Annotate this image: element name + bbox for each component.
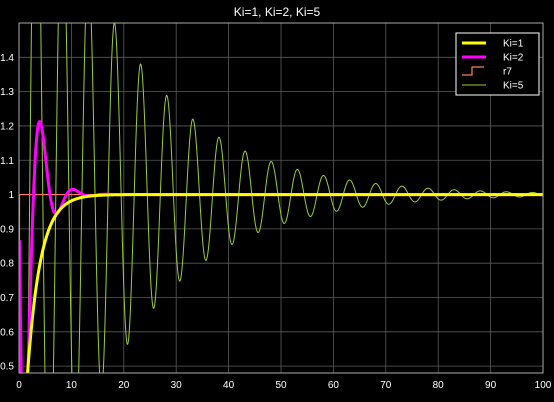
y-tick-label: 1: [8, 190, 14, 201]
x-tick-label: 60: [328, 380, 340, 391]
x-tick-label: 20: [118, 380, 130, 391]
legend-entry-r7[interactable]: r7: [462, 66, 512, 78]
x-tick-label: 30: [171, 380, 183, 391]
x-tick-label: 90: [485, 380, 497, 391]
legend-label: Ki=1: [503, 39, 524, 50]
x-tick-label: 80: [433, 380, 445, 391]
y-tick-label: 1.1: [0, 156, 14, 167]
y-tick-label: 0.6: [0, 327, 14, 338]
x-axis-ticks: 0 10 20 30 40 50 60 70 80 90 100: [16, 380, 552, 391]
legend-label: Ki=2: [503, 53, 524, 64]
y-tick-label: 0.9: [0, 224, 14, 235]
series-line-ki-1: [26, 193, 543, 373]
chart-title: Ki=1, Ki=2, Ki=5: [234, 5, 321, 19]
legend-entry-ki-2[interactable]: Ki=2: [462, 53, 524, 64]
x-tick-label: 0: [16, 380, 22, 391]
series-line-ki-5: [19, 23, 543, 373]
x-tick-label: 50: [275, 380, 287, 391]
x-tick-label: 100: [535, 380, 552, 391]
x-tick-label: 40: [223, 380, 235, 391]
y-tick-label: 0.8: [0, 259, 14, 270]
y-axis-ticks: 0.5 0.6 0.7 0.8 0.9 1 1.1 1.2 1.3 1.4: [0, 53, 14, 373]
y-tick-label: 0.5: [0, 362, 14, 373]
legend-label: r7: [503, 67, 512, 78]
legend-entry-ki-5[interactable]: Ki=5: [462, 81, 524, 92]
axes-frame: [18, 22, 544, 374]
y-tick-label: 0.7: [0, 293, 14, 304]
y-tick-label: 1.4: [0, 53, 14, 64]
y-tick-label: 1.2: [0, 121, 14, 132]
legend-entry-ki-1[interactable]: Ki=1: [462, 39, 524, 50]
x-tick-label: 70: [380, 380, 392, 391]
series-lines: [19, 23, 543, 373]
legend-label: Ki=5: [503, 81, 524, 92]
legend[interactable]: Ki=1 Ki=2 r7 Ki=5: [455, 32, 540, 96]
y-tick-label: 1.3: [0, 87, 14, 98]
legend-swatch: [462, 66, 484, 76]
x-tick-label: 10: [66, 380, 78, 391]
